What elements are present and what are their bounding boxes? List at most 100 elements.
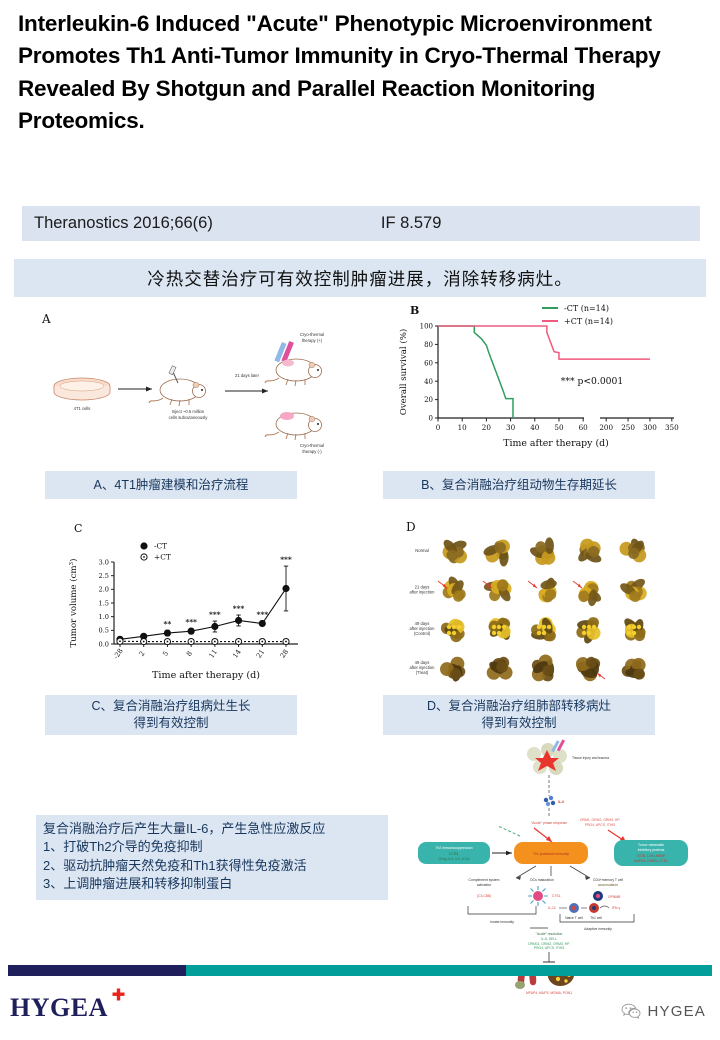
pathway-gpnmb: GPNMB (608, 895, 621, 899)
svg-text:***: *** (185, 617, 197, 626)
panel-a-cells-label: 4T1 cells (74, 406, 91, 411)
svg-text:***: *** (256, 610, 268, 619)
svg-text:0: 0 (429, 415, 433, 423)
svg-text:B: B (410, 304, 419, 317)
panel-a-days-label: 21 days later (235, 373, 260, 378)
journal-info-bar: Theranostics 2016;66(6) IF 8.579 (22, 206, 700, 241)
svg-text:60: 60 (579, 423, 589, 432)
footer-accent-teal (186, 965, 712, 976)
svg-text:5: 5 (161, 650, 170, 658)
svg-text:40: 40 (530, 423, 540, 432)
red-cross-icon (112, 988, 125, 1001)
svg-text:3.0: 3.0 (99, 558, 110, 566)
svg-text:40: 40 (424, 378, 433, 386)
svg-text:***: *** (209, 610, 221, 619)
pathway-resolution-sub1: IL-6, SELL (541, 937, 557, 941)
brand-logo-text: HYGEA (10, 993, 108, 1022)
svg-text:21: 21 (255, 648, 267, 660)
figure-panel-a: A 4T1 cells Inject ~0.5 million cells su… (40, 312, 350, 462)
svg-text:14: 14 (231, 648, 243, 660)
svg-text:8: 8 (185, 650, 194, 658)
pathway-complement-l2: activation (477, 883, 491, 887)
panel-d-letter: D (406, 520, 416, 534)
panel-a-inject-line1: Inject ~0.5 million (172, 409, 205, 414)
pathway-innate: Innate immunity (490, 920, 514, 924)
caption-panel-d-line2: 得到有效控制 (481, 716, 557, 730)
svg-text:100: 100 (420, 323, 433, 331)
svg-text:0.0: 0.0 (99, 640, 110, 648)
svg-text:49 days: 49 days (415, 621, 430, 626)
svg-text:2: 2 (138, 650, 147, 658)
panel-a-bottom-line1: Cryo-thermal (300, 443, 324, 448)
pathway-resolution-sub2a: ORM11, ORM2, ORM3, HP, (528, 942, 570, 946)
panel-a-letter: A (42, 312, 51, 326)
caption-panel-c-line1: C、复合消融治疗组病灶生长 (91, 699, 251, 714)
caption-panel-d: D、复合消融治疗组肺部转移病灶 得到有效控制 (383, 695, 655, 735)
pathway-complement-l1: Complement system (469, 878, 500, 882)
pathway-resolution: "Acute" resolution (536, 932, 563, 936)
svg-text:21 days: 21 days (415, 585, 430, 590)
svg-text:Normal: Normal (415, 548, 429, 553)
pathway-tumor-inhib-sub2: NAPSA, DMKN, CTSL (634, 859, 668, 863)
journal-reference: Theranostics 2016;66(6) (34, 214, 213, 232)
panel-a-top-line2: therapy (+) (302, 338, 323, 343)
footer-accent-navy (8, 965, 186, 976)
wechat-icon (622, 1003, 641, 1019)
pathway-acute-phase-proteins-l2: PRG4, APCS, ITIH3 (585, 823, 615, 827)
panel-a-schematic: 4T1 cells Inject ~0.5 million cells subc… (53, 332, 324, 454)
conclusion-item-3: 3、上调肿瘤进展和转移抑制蛋白 (43, 876, 233, 892)
svg-text:Overall survival (%): Overall survival (%) (398, 329, 409, 415)
panel-c-chart: C 0.0 0.5 1.0 1.5 2.0 2.5 3.0 Tumor volume (cm3)… (68, 522, 298, 681)
page-title: Interleukin-6 Induced "Acute" Phenotypic… (18, 11, 661, 134)
caption-panel-a: A、4T1肿瘤建模和治疗流程 (45, 471, 297, 499)
svg-text:30: 30 (506, 423, 516, 432)
svg-text:20: 20 (482, 423, 492, 432)
svg-text:0: 0 (436, 423, 441, 432)
svg-text:after injection: after injection (410, 626, 436, 631)
pathway-il12: IL-12 (548, 906, 556, 910)
caption-panel-b: B、复合消融治疗组动物生存期延长 (383, 471, 655, 499)
pathway-tumor-inhib-l1: Tumor metastatic (638, 843, 664, 847)
svg-text:-CT (n=14): -CT (n=14) (564, 304, 609, 313)
pathway-tumor-inhib-sub1: CST6, LXN, AMBP, (637, 854, 666, 858)
conclusion-item-2: 2、驱动抗肿瘤天然免疫和Th1获得性免疫激活 (43, 857, 307, 873)
svg-text:50: 50 (554, 423, 564, 432)
wechat-label: HYGEA (647, 1003, 706, 1020)
pathway-diagram: Tissue injury and trauma IL-6 "Acute" ph… (418, 739, 688, 950)
svg-text:*** p<0.0001: *** p<0.0001 (561, 376, 623, 387)
panel-a-bottom-line2: therapy (-) (302, 449, 322, 454)
svg-text:after injection: after injection (410, 590, 436, 595)
pathway-il6: IL-6 (558, 800, 564, 804)
svg-text:Time after therapy (d): Time after therapy (d) (503, 438, 609, 449)
pathway-ifn: IFN-γ (612, 906, 621, 910)
pathway-cd4-l1: CD4+memory T cell (593, 878, 623, 882)
panel-b-chart: B 0 20 40 60 80 100 Overall survival (%) 0 10 20 30… (398, 304, 679, 449)
wechat-footer-group: HYGEA (621, 1003, 706, 1020)
figure-panel-b: B 0 20 40 60 80 100 Overall survival (%) 0 10 20 30… (392, 302, 692, 462)
pathway-th1-cell: Th1 cell (590, 916, 602, 920)
svg-text:28: 28 (279, 648, 291, 660)
svg-text:0.5: 0.5 (99, 627, 110, 635)
svg-text:80: 80 (424, 341, 433, 349)
svg-text:-28: -28 (112, 647, 125, 661)
pathway-organ-proteins: MFAP4, MUP3, MGMA, PON1 (526, 991, 572, 995)
impact-factor: IF 8.579 (380, 214, 442, 232)
pathway-naive-t: Naive T cell (565, 916, 583, 920)
svg-text:11: 11 (207, 648, 219, 660)
svg-text:Tumor volume (cm3): Tumor volume (cm3) (68, 559, 79, 648)
conclusion-item-1: 1、打破Th2介导的免疫抑制 (43, 839, 203, 855)
svg-text:+CT: +CT (154, 553, 171, 562)
pathway-resolution-sub2b: PRG4, APCS, ITIH3 (534, 946, 564, 950)
pathway-th1-label: Th1 protective immunity (533, 852, 569, 856)
svg-text:49 days: 49 days (415, 660, 430, 665)
pathway-dcs: DCs maturation (530, 878, 554, 882)
svg-text:+CT (n=14): +CT (n=14) (564, 317, 613, 326)
panel-a-top-line1: Cryo-thermal (300, 332, 324, 337)
pathway-ctsl: CTSL (552, 894, 561, 898)
conclusion-lead: 复合消融治疗后产生大量IL-6，产生急性应激反应 (43, 821, 326, 836)
pathway-acute-phase-proteins-l1: ORM1, ORM2, ORM3, HP, (580, 818, 620, 822)
conclusion-block: 复合消融治疗后产生大量IL-6，产生急性应激反应 1、打破Th2介导的免疫抑制 … (36, 815, 388, 900)
pathway-tumor-inhib-l2: inhibitory proteins (638, 848, 665, 852)
headline-text: 冷热交替治疗可有效控制肿瘤进展，消除转移病灶。 (147, 269, 573, 290)
